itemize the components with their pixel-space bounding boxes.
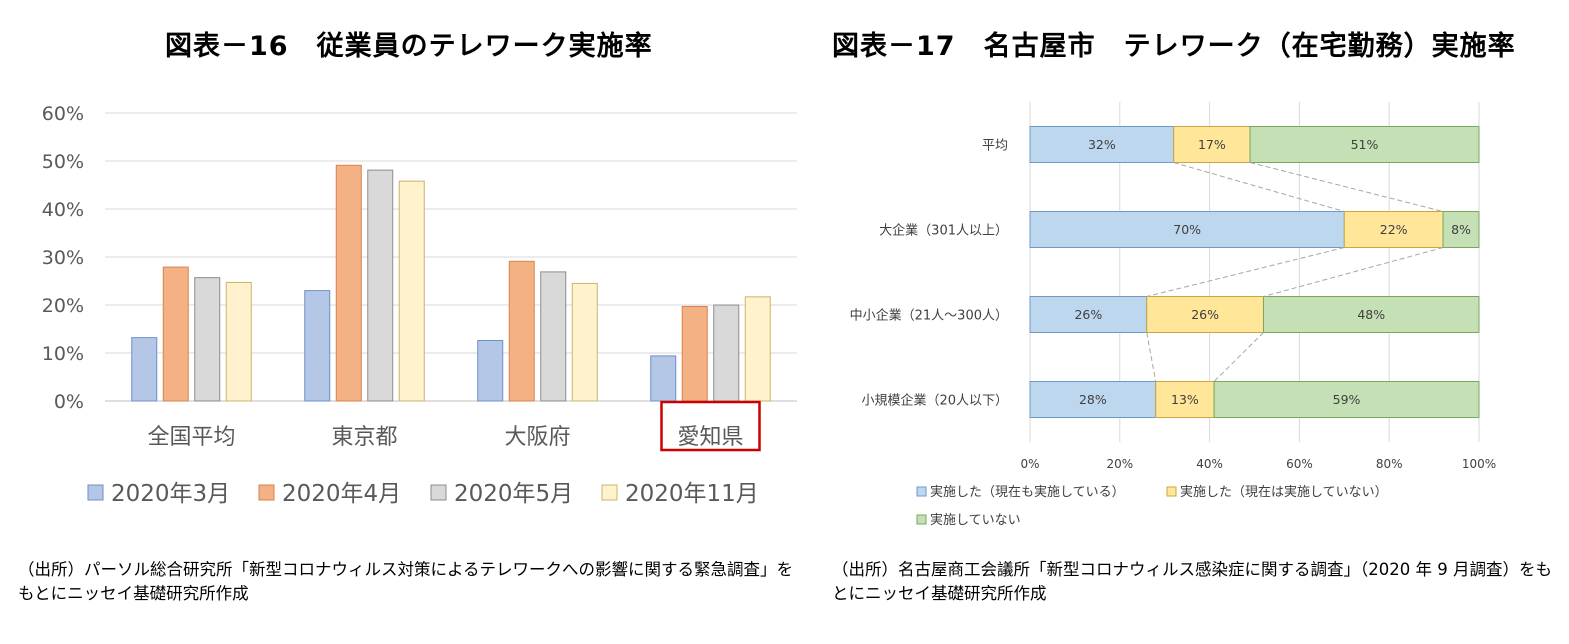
connector-line — [1173, 162, 1345, 212]
connector-line — [1213, 332, 1264, 382]
category-label: 大企業（301人以上） — [879, 223, 1008, 239]
legend-label: 実施した（現在は実施していない） — [1180, 484, 1388, 500]
legend-label: 2020年5月 — [454, 481, 573, 507]
data-label: 70% — [1173, 222, 1201, 237]
data-label: 59% — [1333, 392, 1361, 407]
y-tick-label: 0% — [54, 391, 84, 413]
legend-swatch — [916, 486, 927, 497]
x-tick-label: 20% — [1106, 457, 1133, 471]
legend-label: 2020年3月 — [111, 481, 230, 507]
connector-line — [1263, 247, 1444, 297]
data-label: 28% — [1079, 392, 1107, 407]
chart16-svg: 0% 10% 20% 30% 40% 50% 60% 全国平均 東京都 大阪府 愛知県 2020年3月… — [42, 103, 797, 507]
bar — [225, 281, 252, 402]
connector-line — [1146, 332, 1157, 382]
x-tick-label: 80% — [1376, 457, 1403, 471]
category-label: 平均 — [982, 139, 1008, 154]
y-tick-label: 60% — [42, 103, 84, 125]
data-label: 32% — [1088, 137, 1116, 152]
bar-segment — [1249, 126, 1480, 163]
legend-swatch — [430, 484, 447, 501]
category-label: 全国平均 — [147, 425, 235, 450]
legend-label: 実施していない — [930, 512, 1021, 528]
chart17-source: （出所）名古屋商工会議所「新型コロナウィルス感染症に関する調査」（2020 年 … — [832, 560, 1552, 603]
connector-line — [1146, 247, 1345, 297]
chart17-svg: 0% 20% 40% 60% 80% 100% 32% 17% 51% 平均 70% 22% 8% 大企業… — [850, 102, 1496, 528]
category-label: 小規模企業（20人以下） — [861, 393, 1008, 409]
chart16-source: （出所）パーソル総合研究所「新型コロナウィルス対策によるテレワークへの影響に関す… — [18, 560, 794, 603]
legend-swatch — [258, 484, 275, 501]
bar — [713, 304, 740, 402]
bar — [681, 305, 708, 402]
highlight-box — [660, 400, 761, 452]
bar — [162, 266, 189, 402]
x-tick-label: 60% — [1286, 457, 1313, 471]
bar — [131, 337, 158, 402]
y-tick-label: 20% — [42, 295, 84, 317]
bar-segment — [1029, 211, 1345, 248]
legend-label: 2020年4月 — [282, 481, 401, 507]
data-label: 22% — [1380, 222, 1408, 237]
bar — [540, 271, 567, 402]
bar — [398, 180, 425, 402]
data-label: 8% — [1451, 222, 1471, 237]
y-tick-label: 40% — [42, 199, 84, 221]
connector-line — [1249, 162, 1444, 212]
bar-segment — [1029, 296, 1148, 333]
data-label: 26% — [1191, 307, 1219, 322]
bar — [367, 169, 394, 402]
bar-segment — [1146, 296, 1264, 333]
bar-segment — [1262, 296, 1480, 333]
bar — [335, 164, 362, 402]
category-label: 大阪府 — [504, 425, 570, 450]
bar-segment — [1173, 126, 1251, 163]
bar-segment — [1442, 211, 1480, 248]
bar-segment — [1029, 381, 1157, 418]
data-label: 26% — [1074, 307, 1102, 322]
x-tick-label: 0% — [1020, 457, 1039, 471]
data-label: 17% — [1198, 137, 1226, 152]
bar — [304, 290, 331, 402]
data-label: 48% — [1357, 307, 1385, 322]
x-tick-label: 100% — [1462, 457, 1496, 471]
bar-segment — [1213, 381, 1480, 418]
category-label: 中小企業（21人～300人） — [850, 308, 1008, 324]
data-label: 51% — [1351, 137, 1379, 152]
y-tick-label: 30% — [42, 247, 84, 269]
chart16-legend: 2020年3月 2020年4月 2020年5月 2020年11月 — [87, 481, 759, 507]
y-tick-label: 50% — [42, 151, 84, 173]
legend-swatch — [916, 514, 927, 525]
legend-label: 2020年11月 — [625, 481, 759, 507]
legend-swatch — [601, 484, 618, 501]
category-label: 東京都 — [331, 425, 397, 450]
bar — [477, 340, 504, 402]
y-tick-label: 10% — [42, 343, 84, 365]
legend-swatch — [87, 484, 104, 501]
chart17-title: 図表－17 名古屋市 テレワーク（在宅勤務）実施率 — [832, 31, 1516, 62]
chart16-title: 図表－16 従業員のテレワーク実施率 — [165, 31, 653, 62]
x-tick-label: 40% — [1196, 457, 1223, 471]
legend-label: 実施した（現在も実施している） — [930, 484, 1125, 500]
bar — [571, 282, 598, 402]
chart17-legend: 実施した（現在も実施している） 実施した（現在は実施していない） 実施していない — [916, 484, 1388, 528]
legend-swatch — [1166, 486, 1177, 497]
category-label: 愛知県 — [677, 425, 743, 450]
bar — [194, 277, 221, 402]
data-label: 13% — [1171, 392, 1199, 407]
bar — [508, 260, 535, 402]
